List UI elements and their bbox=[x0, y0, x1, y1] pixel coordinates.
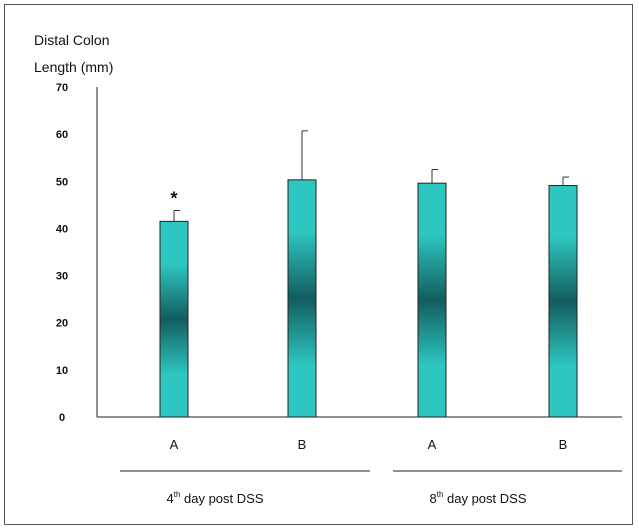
y-tick-label: 20 bbox=[56, 318, 68, 330]
y-tick-label: 10 bbox=[56, 365, 68, 377]
y-axis-label-line-2: Length (mm) bbox=[34, 59, 113, 75]
group-label: 4th day post DSS bbox=[166, 490, 263, 506]
chart-frame bbox=[4, 4, 633, 525]
bar bbox=[159, 220, 189, 418]
x-tick-label: A bbox=[428, 437, 437, 452]
group-label: 8th day post DSS bbox=[429, 490, 526, 506]
bar bbox=[417, 182, 447, 418]
x-tick-label: B bbox=[559, 437, 568, 452]
x-tick-label: A bbox=[170, 437, 179, 452]
bar bbox=[548, 185, 578, 418]
significance-annotation: * bbox=[170, 189, 177, 209]
x-tick-label: B bbox=[298, 437, 307, 452]
y-tick-label: 60 bbox=[56, 129, 68, 141]
y-tick-label: 30 bbox=[56, 271, 68, 283]
y-tick-label: 0 bbox=[59, 412, 65, 424]
bar bbox=[287, 179, 317, 418]
y-tick-label: 40 bbox=[56, 223, 68, 235]
y-axis-label-line-1: Distal Colon bbox=[34, 32, 109, 48]
y-tick-label: 70 bbox=[56, 82, 68, 94]
y-tick-label: 50 bbox=[56, 176, 68, 188]
